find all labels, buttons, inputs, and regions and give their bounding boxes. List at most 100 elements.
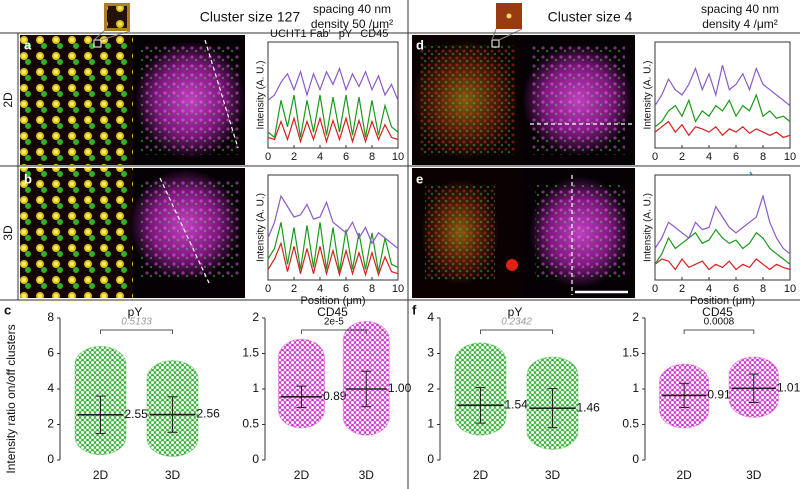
header-density: density 4 /μm² <box>702 17 778 31</box>
p-value: 0.0008 <box>704 317 735 328</box>
line-series <box>654 228 791 265</box>
x-tick-label: 3D <box>545 468 561 482</box>
x-tick-label: 2 <box>679 151 685 163</box>
value-label: 2.55 <box>124 407 148 421</box>
y-tick-label: 0 <box>252 452 259 466</box>
y-tick-label: 6 <box>47 346 54 360</box>
y-tick-label: 2 <box>47 417 54 431</box>
p-value: 0.2342 <box>501 317 532 328</box>
x-tick-label: 6 <box>733 151 739 163</box>
panel-label: d <box>416 37 424 52</box>
plot-frame <box>267 41 399 149</box>
header-title: Cluster size 4 <box>548 9 633 25</box>
line-series <box>267 194 399 249</box>
x-tick-label: 2 <box>679 283 685 295</box>
x-tick-label: 2D <box>294 468 310 482</box>
y-tick-label: 4 <box>47 381 54 395</box>
x-tick-label: 2 <box>291 283 297 295</box>
chart-title: pY <box>128 305 143 319</box>
line-series <box>654 193 791 255</box>
x-tick-label: 2 <box>291 151 297 163</box>
panel-label: c <box>4 302 11 317</box>
y-tick-label: 0 <box>427 452 434 466</box>
line-series <box>267 66 399 101</box>
header-spacing: spacing 40 nm <box>701 2 779 16</box>
line-series <box>654 93 791 128</box>
y-tick-label: 0.5 <box>242 417 259 431</box>
x-tick-label: 0 <box>652 283 658 295</box>
y-tick-label: 1 <box>632 381 639 395</box>
p-bracket <box>683 329 755 334</box>
x-tick-label: 8 <box>760 283 766 295</box>
y-tick-label: 2 <box>427 381 434 395</box>
x-axis-label: Position (μm) <box>300 295 365 307</box>
p-value: 2e-5 <box>324 317 344 328</box>
y-tick-label: 0 <box>47 452 54 466</box>
y-axis-label: Intensity (A. U.) <box>643 193 654 262</box>
header-density: density 50 /μm² <box>311 17 393 31</box>
x-tick-label: 6 <box>733 283 739 295</box>
chart-title: CD45 <box>702 305 733 319</box>
y-tick-label: 2 <box>632 310 639 324</box>
header-title: Cluster size 127 <box>200 9 301 25</box>
point-cloud <box>278 338 325 429</box>
chart-title: CD45 <box>317 305 348 319</box>
x-tick-label: 0 <box>265 151 271 163</box>
x-tick-label: 8 <box>369 283 375 295</box>
y-tick-label: 1.5 <box>242 346 259 360</box>
x-tick-label: 10 <box>784 151 796 163</box>
x-tick-label: 4 <box>317 283 323 295</box>
x-tick-label: 10 <box>392 283 404 295</box>
x-tick-label: 6 <box>343 151 349 163</box>
x-tick-label: 2D <box>676 468 692 482</box>
x-tick-label: 10 <box>784 283 796 295</box>
p-bracket <box>100 329 173 334</box>
p-bracket <box>480 329 553 334</box>
x-tick-label: 3D <box>746 468 762 482</box>
x-tick-label: 3D <box>359 468 375 482</box>
x-tick-label: 4 <box>317 151 323 163</box>
x-axis-label: Position (μm) <box>690 295 755 307</box>
y-axis-label: Intensity (A. U.) <box>256 61 267 130</box>
images <box>20 3 635 298</box>
header-spacing: spacing 40 nm <box>313 2 391 16</box>
x-tick-label: 6 <box>343 283 349 295</box>
p-value: 0.5133 <box>121 317 152 328</box>
x-tick-label: 0 <box>652 151 658 163</box>
panel-label: b <box>24 171 32 186</box>
y-axis-label: Intensity (A. U.) <box>643 61 654 130</box>
x-tick-label: 8 <box>369 151 375 163</box>
x-tick-label: 4 <box>706 151 712 163</box>
x-tick-label: 4 <box>706 283 712 295</box>
row-label: 2D <box>1 92 15 108</box>
value-label: 2.56 <box>196 407 220 421</box>
value-label: 0.91 <box>707 388 731 402</box>
y-tick-label: 1 <box>427 417 434 431</box>
value-label: 1.46 <box>576 400 600 414</box>
y-tick-label: 0 <box>632 452 639 466</box>
legend-entry: CD45 <box>360 28 388 40</box>
panel-label: a <box>24 37 32 52</box>
row-label: 3D <box>1 225 15 241</box>
line-series <box>654 257 791 271</box>
y-tick-label: 2 <box>252 310 259 324</box>
value-label: 1.00 <box>388 381 412 395</box>
y-axis-label: Intensity (A. U.) <box>256 193 267 262</box>
y-tick-label: 1 <box>252 381 259 395</box>
y-tick-label: 0.5 <box>622 417 639 431</box>
y-tick-label: 1.5 <box>622 346 639 360</box>
legend-entry: pY <box>339 28 353 40</box>
x-tick-label: 3D <box>165 468 181 482</box>
chart-title: pY <box>508 305 523 319</box>
x-tick-label: 2D <box>93 468 109 482</box>
value-label: 1.54 <box>504 398 528 412</box>
p-bracket <box>300 329 367 334</box>
x-tick-label: 2D <box>473 468 489 482</box>
plot-frame <box>654 174 791 281</box>
legend-entry: UCHT1 Fab' <box>270 28 331 40</box>
line-series <box>267 241 399 278</box>
line-series <box>267 222 399 272</box>
line-series <box>654 120 791 139</box>
line-series <box>654 65 791 107</box>
